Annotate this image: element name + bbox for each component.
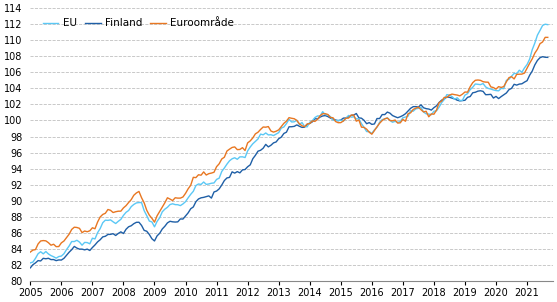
Euroområde [245,141,251,145]
Euroområde [306,122,313,125]
Finland [539,55,546,59]
Finland [245,165,251,169]
Finland [500,93,507,97]
Line: Finland: Finland [30,57,548,268]
EU [544,23,551,27]
Euroområde [500,85,507,88]
Euroområde [544,36,551,39]
EU [245,149,251,153]
Finland [306,122,313,125]
Line: EU: EU [30,24,548,263]
Euroområde [542,36,549,39]
EU [216,176,222,180]
EU [74,239,80,242]
EU [30,260,36,264]
Line: Euroområde: Euroområde [30,37,548,252]
EU [306,120,313,124]
Finland [27,266,33,270]
Legend: EU, Finland, Euroområde: EU, Finland, Euroområde [41,16,236,30]
Finland [30,263,36,267]
Euroområde [30,248,36,252]
EU [542,22,549,26]
EU [500,87,507,91]
Euroområde [27,250,33,254]
EU [27,261,33,265]
Finland [216,187,222,191]
Euroområde [74,226,80,229]
Finland [74,246,80,250]
Finland [544,56,551,59]
Euroområde [216,162,222,165]
